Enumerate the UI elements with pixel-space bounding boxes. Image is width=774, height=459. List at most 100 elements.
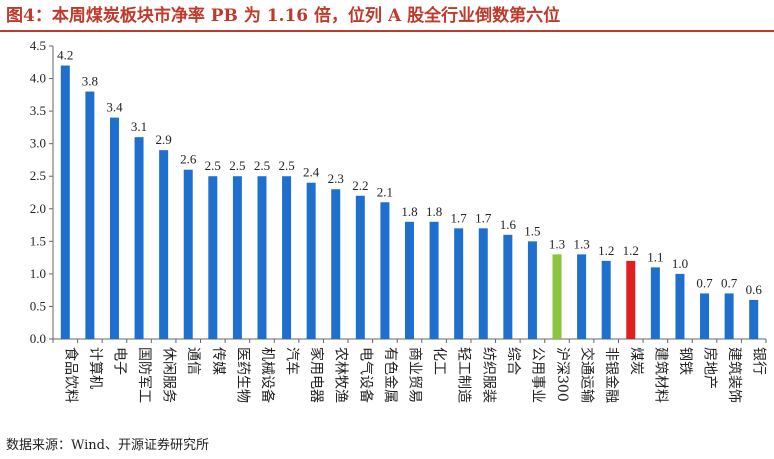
category-label: 沪深300 xyxy=(554,347,570,402)
category-label: 电子 xyxy=(111,347,127,375)
bar xyxy=(552,254,562,339)
category-label: 食品饮料 xyxy=(62,347,79,403)
bar-chart: 0.0 0.5 1.0 1.5 2.0 2.5 3.0 3.5 4.0 4.5 4.2 食品饮料 3.8… xyxy=(30,38,767,403)
category-label: 家用电器 xyxy=(308,347,325,403)
category-label: 房地产 xyxy=(702,347,718,389)
bar xyxy=(577,254,587,339)
y-tick-label: 2.0 xyxy=(30,201,46,216)
data-label: 1.1 xyxy=(647,249,663,264)
bar xyxy=(306,182,316,339)
bar xyxy=(478,228,488,339)
category-label: 轻工制造 xyxy=(456,347,472,403)
data-label: 1.0 xyxy=(672,256,688,271)
bar xyxy=(380,202,390,339)
bar xyxy=(257,176,267,339)
bar xyxy=(60,65,70,340)
y-tick-label: 4.0 xyxy=(30,71,46,86)
data-label: 2.2 xyxy=(352,178,368,193)
category-label: 医药生物 xyxy=(234,347,250,403)
data-label: 2.4 xyxy=(303,165,320,180)
data-label: 1.7 xyxy=(451,210,468,225)
bar xyxy=(134,137,144,339)
bar xyxy=(159,150,169,339)
category-label: 煤炭 xyxy=(628,347,644,375)
data-label: 2.5 xyxy=(254,158,270,173)
bar xyxy=(282,176,292,339)
category-label: 纺织服装 xyxy=(480,347,496,403)
bar xyxy=(85,91,95,339)
y-tick-label: 0.5 xyxy=(30,298,46,313)
category-label: 汽车 xyxy=(284,347,301,375)
category-label: 化工 xyxy=(431,347,447,375)
y-tick-label: 0.0 xyxy=(30,331,46,346)
y-tick-label: 4.5 xyxy=(30,38,46,53)
data-label: 1.3 xyxy=(573,236,589,251)
bar xyxy=(626,260,636,339)
figure-title: 图4：本周煤炭板块市净率 PB 为 1.16 倍，位列 A 股全行业倒数第六位 xyxy=(6,6,561,26)
category-label: 钢铁 xyxy=(677,347,693,375)
data-label: 3.8 xyxy=(82,74,98,89)
data-label: 1.5 xyxy=(524,223,540,238)
category-label: 有色金属 xyxy=(382,347,399,403)
category-label: 商业贸易 xyxy=(407,347,423,403)
data-label: 2.9 xyxy=(156,132,172,147)
y-tick-label: 1.5 xyxy=(30,233,46,248)
data-label: 1.2 xyxy=(623,243,639,258)
y-tick-label: 1.0 xyxy=(30,266,46,281)
data-label: 3.4 xyxy=(106,100,123,115)
data-label: 0.7 xyxy=(721,275,738,290)
data-label: 4.2 xyxy=(57,48,73,63)
bar xyxy=(429,221,439,339)
bar xyxy=(601,260,611,339)
data-label: 2.1 xyxy=(377,184,393,199)
category-label: 机械设备 xyxy=(259,347,276,403)
category-label: 建筑材料 xyxy=(652,347,668,403)
category-label: 综合 xyxy=(505,347,521,375)
bar xyxy=(183,169,193,339)
category-label: 休闲服务 xyxy=(161,347,177,403)
bar xyxy=(650,267,660,339)
category-label: 电气设备 xyxy=(357,347,374,403)
source-note: 数据来源：Wind、开源证券研究所 xyxy=(6,438,209,453)
bar xyxy=(355,195,365,339)
bar xyxy=(700,293,710,339)
data-label: 2.6 xyxy=(180,152,197,167)
category-label: 传媒 xyxy=(210,347,226,375)
y-tick-label: 3.0 xyxy=(30,136,46,151)
category-label: 交通运输 xyxy=(579,347,596,403)
category-label: 通信 xyxy=(185,347,201,375)
data-label: 1.6 xyxy=(500,217,517,232)
data-label: 2.3 xyxy=(328,171,344,186)
bar xyxy=(208,176,218,339)
data-label: 2.5 xyxy=(278,158,294,173)
category-label: 建筑装饰 xyxy=(726,347,742,403)
bar xyxy=(675,273,685,339)
category-label: 计算机 xyxy=(87,347,103,389)
category-label: 公用事业 xyxy=(529,347,545,403)
data-label: 1.3 xyxy=(549,236,565,251)
y-tick-label: 3.5 xyxy=(30,103,46,118)
data-label: 1.7 xyxy=(475,210,492,225)
bar xyxy=(405,221,414,339)
bar xyxy=(503,234,513,339)
bar xyxy=(527,241,537,339)
data-label: 1.8 xyxy=(401,204,417,219)
category-label: 农林牧渔 xyxy=(333,347,349,403)
data-label: 2.5 xyxy=(205,158,221,173)
y-tick-label: 2.5 xyxy=(30,168,46,183)
bar xyxy=(232,176,242,339)
data-label: 1.8 xyxy=(426,204,442,219)
bar xyxy=(331,189,341,339)
bar xyxy=(454,228,464,339)
bar xyxy=(749,299,759,339)
bar xyxy=(109,117,119,339)
data-label: 0.6 xyxy=(746,282,763,297)
data-label: 0.7 xyxy=(696,275,713,290)
bar xyxy=(724,293,734,339)
data-label: 2.5 xyxy=(229,158,245,173)
data-label: 1.2 xyxy=(598,243,614,258)
category-label: 非银金融 xyxy=(603,347,619,403)
category-label: 国防军工 xyxy=(136,347,152,403)
title-rule xyxy=(0,30,774,32)
category-label: 银行 xyxy=(751,347,767,375)
